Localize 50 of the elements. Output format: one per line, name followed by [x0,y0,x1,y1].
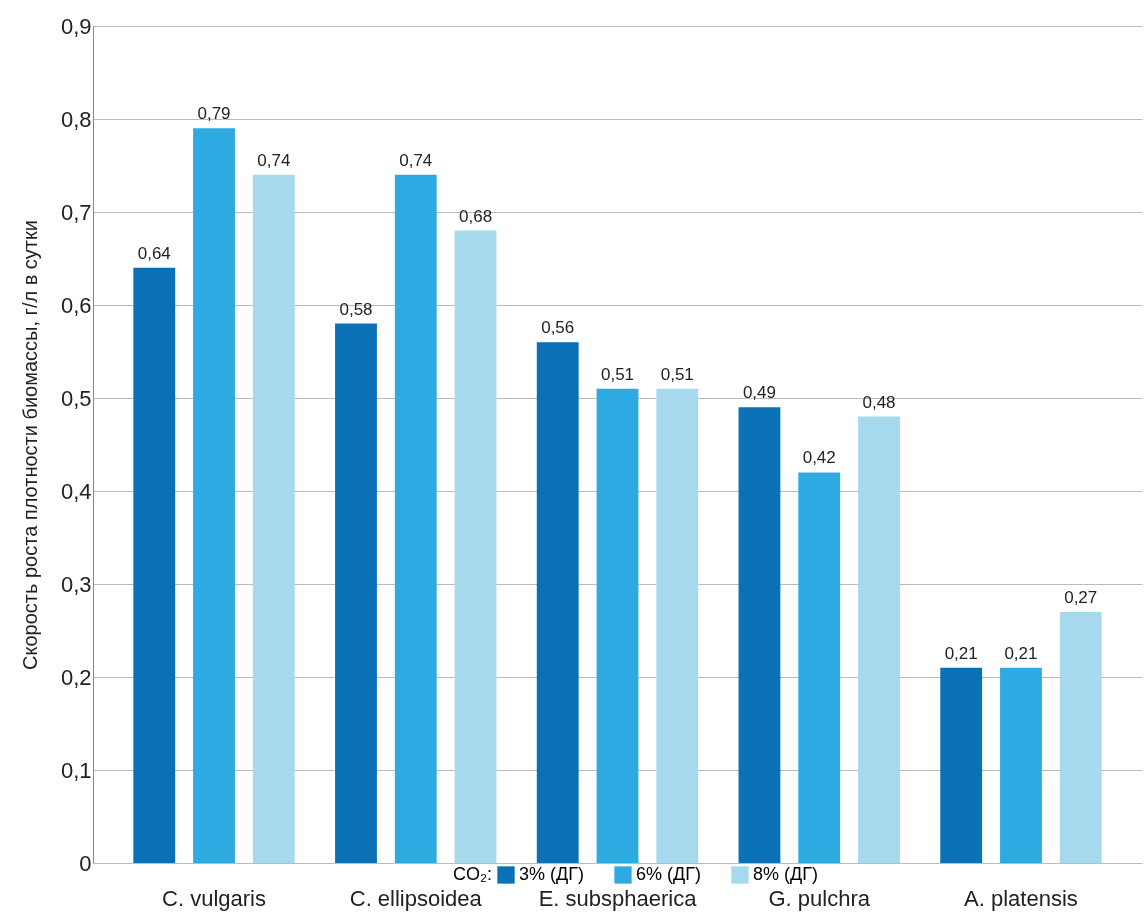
y-tick-label: 0,8 [60,106,92,132]
bar [335,323,377,863]
bar [1000,667,1042,863]
data-label: 0,79 [197,104,231,124]
y-tick-label: 0,3 [60,571,92,597]
data-label: 0,27 [1064,587,1098,607]
data-label: 0,49 [742,383,777,403]
bar [252,174,295,863]
bar [394,174,437,863]
data-label: 0,56 [541,318,575,338]
data-label: 0,74 [257,150,291,170]
bar [858,416,900,863]
y-tick-label: 0,1 [60,757,92,783]
data-label: 0,51 [600,364,635,384]
x-tick-label: A. platensis [964,885,1078,911]
bar [536,342,579,863]
bar [798,472,841,863]
data-label: 0,74 [399,150,433,170]
data-label: 0,68 [458,206,493,226]
data-label: 0,64 [137,243,171,263]
bar [193,128,235,863]
x-tick-label: C. vulgaris [162,885,266,911]
y-axis-title: Скорость роста плотности биомассы, г/л в сутки [18,220,41,670]
data-label: 0,58 [339,299,373,319]
x-tick-label: G. pulchra [768,885,871,911]
y-tick-label: 0,7 [60,199,92,225]
data-label: 0,42 [802,448,836,468]
bar [596,388,639,863]
bar [1059,611,1102,863]
data-label: 0,51 [660,364,694,384]
y-tick-label: 0,5 [60,385,92,411]
data-label: 0,48 [862,392,896,412]
bar [738,407,781,863]
y-tick-label: 0,9 [60,13,92,39]
bar [940,667,983,863]
legend-label: 8% (ДГ) [753,864,818,884]
y-tick-label: 0,2 [60,664,92,690]
x-tick-label: E. subsphaerica [538,885,698,911]
y-tick-label: 0,4 [60,478,92,504]
bar [454,230,497,863]
data-label: 0,21 [1004,643,1038,663]
legend-label: 3% (ДГ) [519,864,584,884]
bar [656,388,699,863]
y-tick-label: 0 [79,850,92,876]
bar [133,267,176,863]
data-label: 0,21 [944,643,978,663]
y-tick-label: 0,6 [60,292,92,318]
legend-label: 6% (ДГ) [636,864,701,884]
legend-title: CO₂: [453,864,492,884]
x-tick-label: C. ellipsoidea [349,885,483,911]
